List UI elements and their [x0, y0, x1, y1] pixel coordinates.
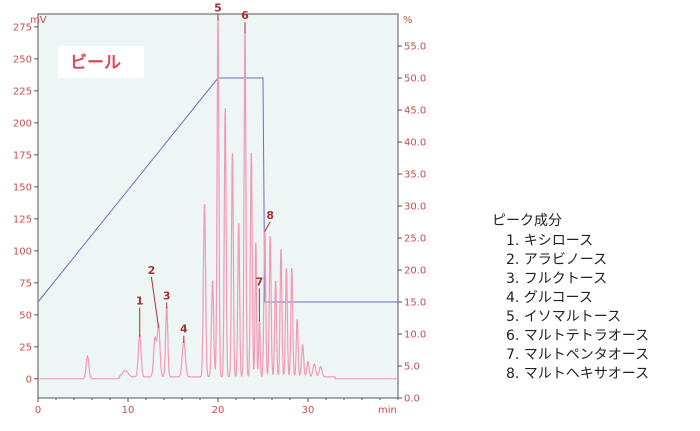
y-right-tick-label: 20.0	[404, 266, 426, 277]
y-left-tick-label: 200	[13, 118, 32, 129]
x-tick-label: 10	[122, 405, 135, 416]
y-right-tick-label: 35.0	[404, 170, 426, 181]
y-left-tick-label: 50	[19, 310, 32, 321]
y-left-tick-label: 250	[13, 54, 32, 65]
y-right-tick-label: 0.0	[404, 394, 420, 405]
legend-item: 5. イソマルトース	[506, 309, 622, 325]
peak-label: 6	[241, 9, 249, 22]
x-tick-label: 30	[302, 405, 315, 416]
y-right-tick-label: 50.0	[404, 74, 426, 85]
x-tick-label: 0	[35, 405, 41, 416]
y-right-tick-label: 15.0	[404, 298, 426, 309]
y-right-tick-label: 45.0	[404, 106, 426, 117]
y-right-tick-label: 55.0	[404, 42, 426, 53]
gradient-program-line	[37, 77, 398, 303]
peak-label: 8	[266, 209, 274, 222]
legend-item: 4. グルコース	[506, 290, 593, 306]
sample-label-box	[58, 46, 144, 78]
y-left-tick-label: 25	[19, 342, 32, 353]
legend-item: 8. マルトヘキサオース	[506, 366, 650, 382]
y-left-tick-label: 175	[13, 150, 32, 161]
legend-item: 6. マルトテトラオース	[506, 328, 650, 344]
y-left-tick-label: 75	[19, 278, 32, 289]
legend-item: 2. アラビノース	[506, 252, 608, 268]
y-left-tick-label: 150	[13, 182, 32, 193]
y-right-unit: %	[403, 15, 413, 26]
legend-item: 3. フルクトース	[506, 271, 608, 287]
y-right-tick-label: 40.0	[404, 138, 426, 149]
peak-label-leader	[150, 276, 160, 328]
peak-label: 7	[256, 275, 264, 288]
chromatogram-chart: 02550751001251501752002252502750.05.010.…	[13, 1, 426, 416]
y-right-tick-label: 5.0	[404, 362, 420, 373]
peak-label: 5	[214, 1, 222, 14]
y-left-tick-label: 100	[13, 246, 32, 257]
peak-label: 1	[136, 295, 144, 308]
x-tick-label: 20	[212, 405, 225, 416]
peak-legend: ピーク成分 1. キシロース 2. アラビノース 3. フルクトース 4. グル…	[492, 212, 649, 384]
peak-label: 3	[163, 289, 171, 302]
legend-item: 7. マルトペンタオース	[506, 347, 650, 363]
peak-label: 4	[180, 323, 188, 336]
y-left-tick-label: 0	[26, 374, 32, 385]
peak-label: 2	[148, 264, 156, 277]
sample-label: ビール	[70, 53, 121, 73]
y-right-tick-label: 25.0	[404, 234, 426, 245]
y-left-tick-label: 125	[13, 214, 32, 225]
y-right-tick-label: 30.0	[404, 202, 426, 213]
y-left-tick-label: 275	[13, 22, 32, 33]
legend-title: ピーク成分	[492, 213, 562, 229]
peak-label-leader	[264, 221, 271, 232]
y-left-tick-label: 225	[13, 86, 32, 97]
legend-item: 1. キシロース	[506, 233, 594, 249]
y-right-tick-label: 10.0	[404, 330, 426, 341]
x-unit: min	[378, 405, 397, 416]
y-left-unit: mV	[30, 15, 47, 26]
axes-layer: 02550751001251501752002252502750.05.010.…	[13, 22, 426, 416]
